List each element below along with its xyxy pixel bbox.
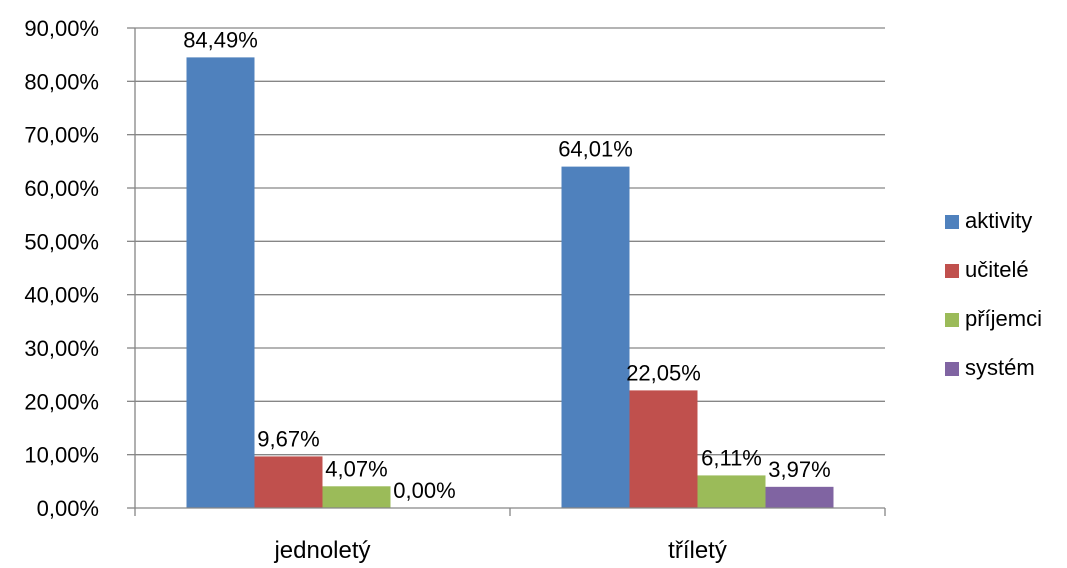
- bar: [697, 475, 766, 508]
- legend-swatch: [945, 264, 959, 278]
- legend-label: systém: [965, 355, 1035, 380]
- y-tick-label: 40,00%: [24, 283, 99, 308]
- y-tick-label: 10,00%: [24, 443, 99, 468]
- legend-label: učitelé: [965, 257, 1029, 282]
- data-label: 4,07%: [325, 456, 387, 481]
- y-tick-label: 80,00%: [24, 69, 99, 94]
- legend-swatch: [945, 313, 959, 327]
- y-tick-label: 90,00%: [24, 16, 99, 41]
- bars: [186, 57, 834, 509]
- bar: [629, 390, 698, 508]
- data-label: 9,67%: [257, 426, 319, 451]
- y-tick-label: 60,00%: [24, 176, 99, 201]
- bar: [322, 486, 391, 508]
- data-label: 64,01%: [558, 137, 633, 162]
- legend-swatch: [945, 362, 959, 376]
- x-tick-label: jednoletý: [273, 537, 370, 563]
- y-tick-label: 0,00%: [37, 496, 99, 521]
- legend-swatch: [945, 215, 959, 229]
- y-tick-label: 20,00%: [24, 389, 99, 414]
- data-label: 3,97%: [768, 457, 830, 482]
- data-label: 84,49%: [183, 27, 258, 52]
- legend: aktivity učitelé příjemci systém: [945, 208, 1042, 380]
- y-tick-label: 30,00%: [24, 336, 99, 361]
- gridlines: [135, 27, 885, 456]
- data-label: 6,11%: [701, 445, 762, 470]
- y-tick-label: 50,00%: [24, 229, 99, 254]
- axes: 0,00% 10,00% 20,00% 30,00% 40,00% 50,00% 60,00…: [24, 16, 886, 564]
- bar: [765, 486, 834, 508]
- y-tick-label: 70,00%: [24, 123, 99, 148]
- legend-label: příjemci: [965, 306, 1042, 331]
- legend-label: aktivity: [965, 208, 1032, 233]
- bar: [561, 166, 630, 508]
- bar: [254, 456, 323, 508]
- x-tick-label: tříletý: [668, 537, 727, 563]
- data-label: 22,05%: [626, 360, 701, 385]
- bar: [186, 57, 255, 509]
- data-labels: 84,49% 9,67%4,07%0,00% 64,01% 22,05% 6,11% 3,…: [183, 27, 831, 503]
- data-label: 0,00%: [393, 478, 455, 503]
